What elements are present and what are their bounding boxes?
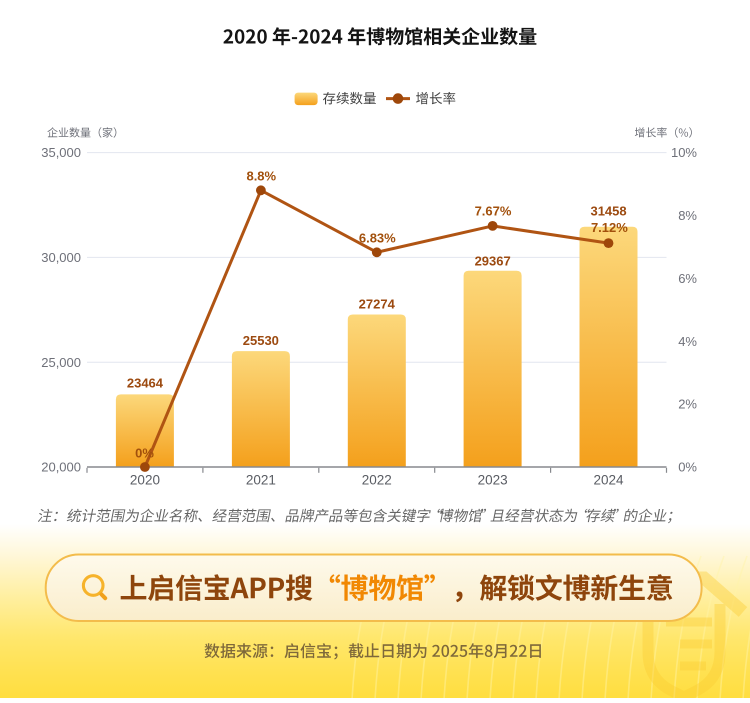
svg-text:6%: 6%	[678, 271, 697, 286]
svg-text:23464: 23464	[127, 375, 164, 390]
svg-text:35,000: 35,000	[41, 145, 81, 160]
svg-text:2024: 2024	[594, 472, 625, 487]
svg-text:0%: 0%	[678, 460, 697, 475]
svg-text:31458: 31458	[590, 204, 626, 219]
svg-text:8%: 8%	[678, 208, 697, 223]
svg-text:2021: 2021	[246, 472, 276, 487]
svg-text:10%: 10%	[671, 145, 697, 160]
svg-text:2022: 2022	[362, 472, 392, 487]
svg-text:20,000: 20,000	[41, 460, 81, 475]
svg-text:7.67%: 7.67%	[475, 204, 512, 219]
svg-text:2023: 2023	[478, 472, 508, 487]
svg-text:4%: 4%	[678, 334, 697, 349]
svg-text:7.12%: 7.12%	[591, 220, 628, 235]
svg-text:29367: 29367	[475, 254, 511, 269]
svg-text:8.8%: 8.8%	[246, 169, 276, 184]
svg-text:6.83%: 6.83%	[359, 231, 396, 246]
svg-text:25530: 25530	[243, 333, 279, 348]
svg-text:27274: 27274	[359, 297, 396, 312]
svg-text:30,000: 30,000	[41, 250, 81, 265]
svg-text:25,000: 25,000	[41, 355, 81, 370]
svg-text:0%: 0%	[135, 445, 154, 460]
svg-text:2%: 2%	[678, 397, 697, 412]
svg-text:2020: 2020	[130, 472, 160, 487]
